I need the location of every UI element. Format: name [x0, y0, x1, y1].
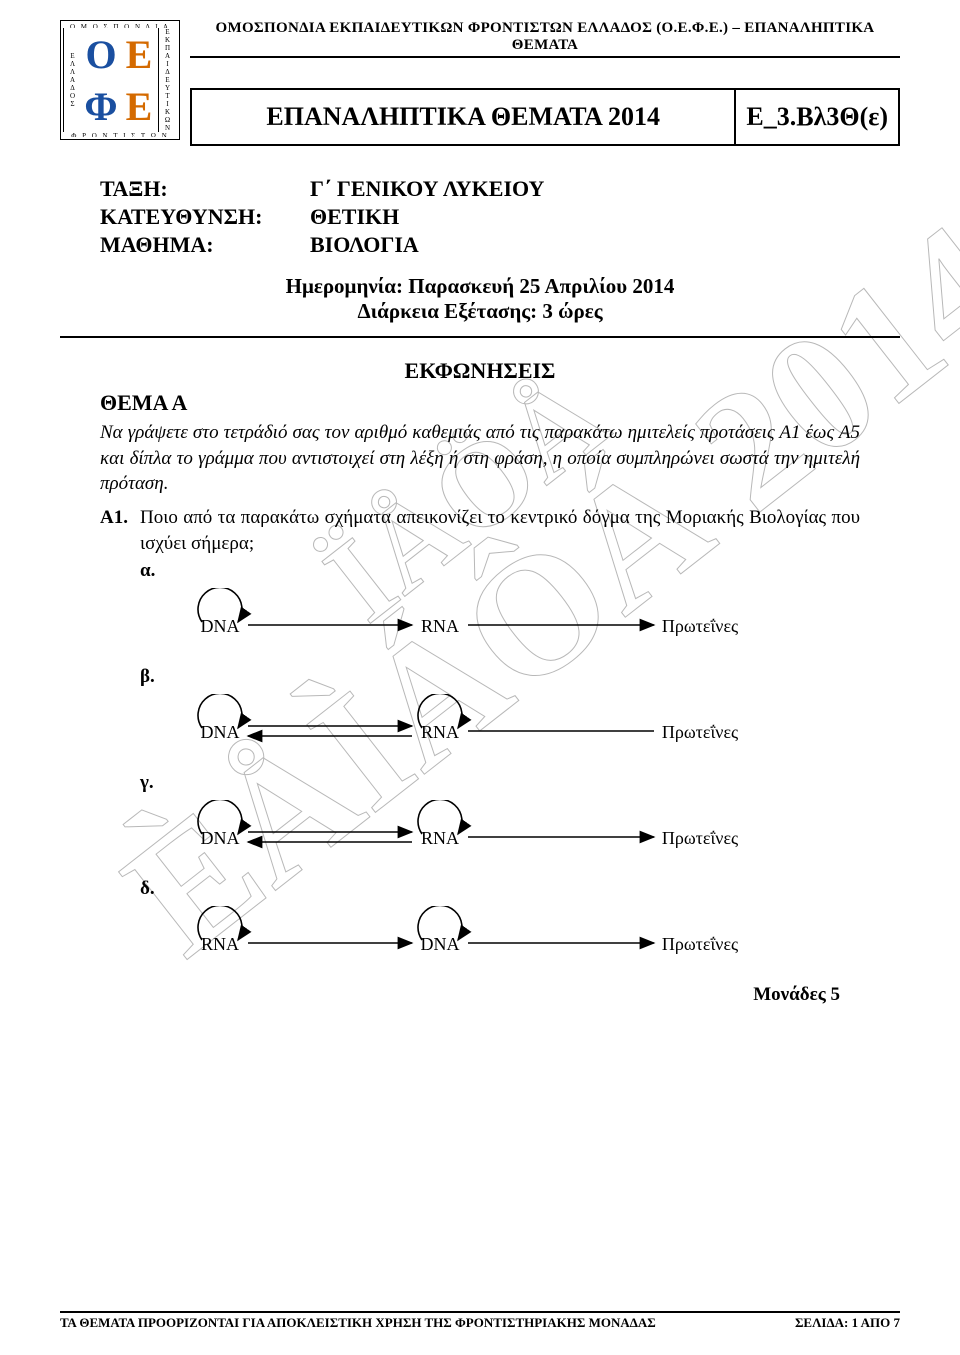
- svg-text:Πρωτεΐνες: Πρωτεΐνες: [662, 616, 738, 636]
- logo-letter-E2: Ε: [120, 80, 158, 132]
- footer: ΤΑ ΘΕΜΑΤΑ ΠΡΟΟΡΙΖΟΝΤΑΙ ΓΙΑ ΑΠΟΚΛΕΙΣΤΙΚΗ …: [60, 1311, 900, 1331]
- svg-text:Πρωτεΐνες: Πρωτεΐνες: [662, 828, 738, 848]
- logo-left-text: ΕΛΛΑΔΟΣ: [63, 28, 82, 132]
- svg-text:RNA: RNA: [421, 616, 459, 636]
- svg-text:DNA: DNA: [201, 828, 240, 848]
- logo-bottom-text: Φ Ρ Ο Ν Τ Ι Σ Τ Ω Ν: [63, 132, 177, 137]
- svg-text:Πρωτεΐνες: Πρωτεΐνες: [662, 934, 738, 954]
- diagram-d: RNA DNA Πρωτεΐνες: [180, 906, 900, 974]
- header-bar: Ο Μ Ο Σ Π Ο Ν Δ Ι Α ΕΛΛΑΔΟΣ Ο Ε Φ Ε: [60, 20, 900, 146]
- q1-number: Α1.: [100, 505, 140, 556]
- svg-text:RNA: RNA: [421, 828, 459, 848]
- logo-letter-E: Ε: [120, 28, 158, 80]
- svg-text:DNA: DNA: [201, 722, 240, 742]
- meta-block: ΤΑΞΗ: Γ΄ ΓΕΝΙΚΟΥ ΛΥΚΕΙΟΥ ΚΑΤΕΥΘΥΝΣΗ: ΘΕΤ…: [100, 176, 900, 258]
- duration-line: Διάρκεια Εξέτασης: 3 ώρες: [60, 299, 900, 324]
- diagram-c: DNA RNA Πρωτεΐνες: [180, 800, 900, 868]
- option-c-label: γ.: [140, 772, 900, 794]
- subject-value: ΒΙΟΛΟΓΙΑ: [310, 232, 419, 258]
- svg-text:RNA: RNA: [421, 722, 459, 742]
- footer-right: ΣΕΛΙΔΑ: 1 ΑΠΟ 7: [795, 1315, 900, 1331]
- svg-text:RNA: RNA: [201, 934, 239, 954]
- divider: [60, 336, 900, 338]
- class-value: Γ΄ ΓΕΝΙΚΟΥ ΛΥΚΕΙΟΥ: [310, 176, 544, 202]
- instruction-text: Να γράψετε στο τετράδιό σας τον αριθμό κ…: [100, 420, 860, 497]
- subject-label: ΜΑΘΗΜΑ:: [100, 232, 310, 258]
- diagram-a: DNA RNA Πρωτεΐνες: [180, 588, 900, 656]
- q1-text: Ποιο από τα παρακάτω σχήματα απεικονίζει…: [140, 505, 860, 556]
- direction-value: ΘΕΤΙΚΗ: [310, 204, 399, 230]
- ekfoniseis-heading: ΕΚΦΩΝΗΣΕΙΣ: [60, 358, 900, 384]
- logo-letter-F: Φ: [82, 80, 120, 132]
- date-line: Ημερομηνία: Παρασκευή 25 Απριλίου 2014: [60, 274, 900, 299]
- direction-label: ΚΑΤΕΥΘΥΝΣΗ:: [100, 204, 310, 230]
- class-label: ΤΑΞΗ:: [100, 176, 310, 202]
- svg-text:DNA: DNA: [421, 934, 460, 954]
- svg-text:Πρωτεΐνες: Πρωτεΐνες: [662, 722, 738, 742]
- thema-heading: ΘΕΜΑ Α: [100, 390, 900, 416]
- exam-code: Ε_3.Βλ3Θ(ε): [736, 88, 900, 146]
- svg-text:DNA: DNA: [201, 616, 240, 636]
- footer-left: ΤΑ ΘΕΜΑΤΑ ΠΡΟΟΡΙΖΟΝΤΑΙ ΓΙΑ ΑΠΟΚΛΕΙΣΤΙΚΗ …: [60, 1315, 656, 1331]
- association-line: ΟΜΟΣΠΟΝΔΙΑ ΕΚΠΑΙΔΕΥΤΙΚΩΝ ΦΡΟΝΤΙΣΤΩΝ ΕΛΛΑ…: [190, 20, 900, 58]
- main-title: ΕΠΑΝΑΛΗΠΤΙΚΑ ΘΕΜΑΤΑ 2014: [190, 88, 736, 146]
- points-label: Μονάδες 5: [60, 984, 840, 1006]
- option-d-label: δ.: [140, 878, 900, 900]
- option-b-label: β.: [140, 666, 900, 688]
- diagram-b: DNA RNA Πρωτεΐνες: [180, 694, 900, 762]
- option-a-label: α.: [140, 560, 900, 582]
- logo-right-text: ΕΚΠΑΙΔΕΥΤΙΚΩΝ: [158, 28, 177, 132]
- logo: Ο Μ Ο Σ Π Ο Ν Δ Ι Α ΕΛΛΑΔΟΣ Ο Ε Φ Ε: [60, 20, 180, 140]
- logo-letter-O: Ο: [82, 28, 120, 80]
